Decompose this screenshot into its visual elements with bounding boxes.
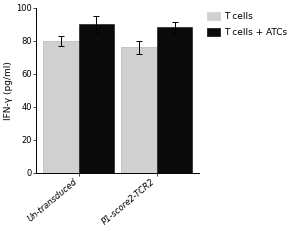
Bar [79,24,114,173]
Y-axis label: IFN-γ (pg/ml): IFN-γ (pg/ml) [4,61,13,120]
Bar [43,41,79,173]
Legend: T cells, T cells + ATCs: T cells, T cells + ATCs [207,12,288,37]
Bar [121,47,157,173]
Bar [157,27,192,173]
